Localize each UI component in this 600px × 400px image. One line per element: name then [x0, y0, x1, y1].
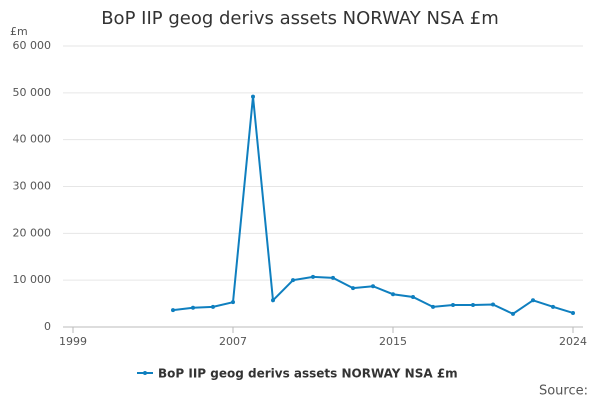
point	[251, 94, 255, 99]
source: Source:	[539, 384, 588, 399]
chart-title: BoP IIP geog derivs assets NORWAY NSA £m	[101, 8, 499, 29]
y-tick-label: 40 000	[13, 133, 52, 146]
point	[511, 311, 515, 316]
y-axis-label: £m	[10, 25, 28, 38]
point	[311, 274, 315, 279]
point	[471, 302, 475, 307]
point	[271, 298, 275, 303]
point	[291, 278, 295, 283]
point	[351, 286, 355, 291]
point	[191, 305, 195, 310]
point	[171, 308, 175, 313]
point	[431, 304, 435, 309]
y-tick-label: 10 000	[13, 273, 52, 286]
point	[491, 302, 495, 307]
y-tick-label: 20 000	[13, 226, 52, 239]
point	[531, 298, 535, 303]
line	[172, 96, 574, 316]
point	[551, 304, 555, 309]
y-tick-label: 30 000	[13, 180, 52, 193]
legend-label: BoP IIP geog derivs assets NORWAY NSA £m	[158, 367, 458, 381]
x-tick-label: 2007	[219, 335, 247, 348]
point	[451, 302, 455, 307]
legend-marker	[143, 371, 147, 375]
y-tick-label: 60 000	[13, 39, 52, 52]
x-tick-label: 2015	[379, 335, 407, 348]
point	[371, 284, 375, 289]
y-tick-label: 50 000	[13, 86, 52, 99]
y-tick-label: 0	[44, 320, 51, 333]
point	[211, 304, 215, 309]
x-tick-label: 1999	[59, 335, 87, 348]
point	[331, 275, 335, 280]
point	[571, 310, 575, 315]
point	[231, 300, 235, 305]
point	[391, 292, 395, 297]
x-tick-label: 2024	[559, 335, 587, 348]
point	[411, 295, 415, 300]
